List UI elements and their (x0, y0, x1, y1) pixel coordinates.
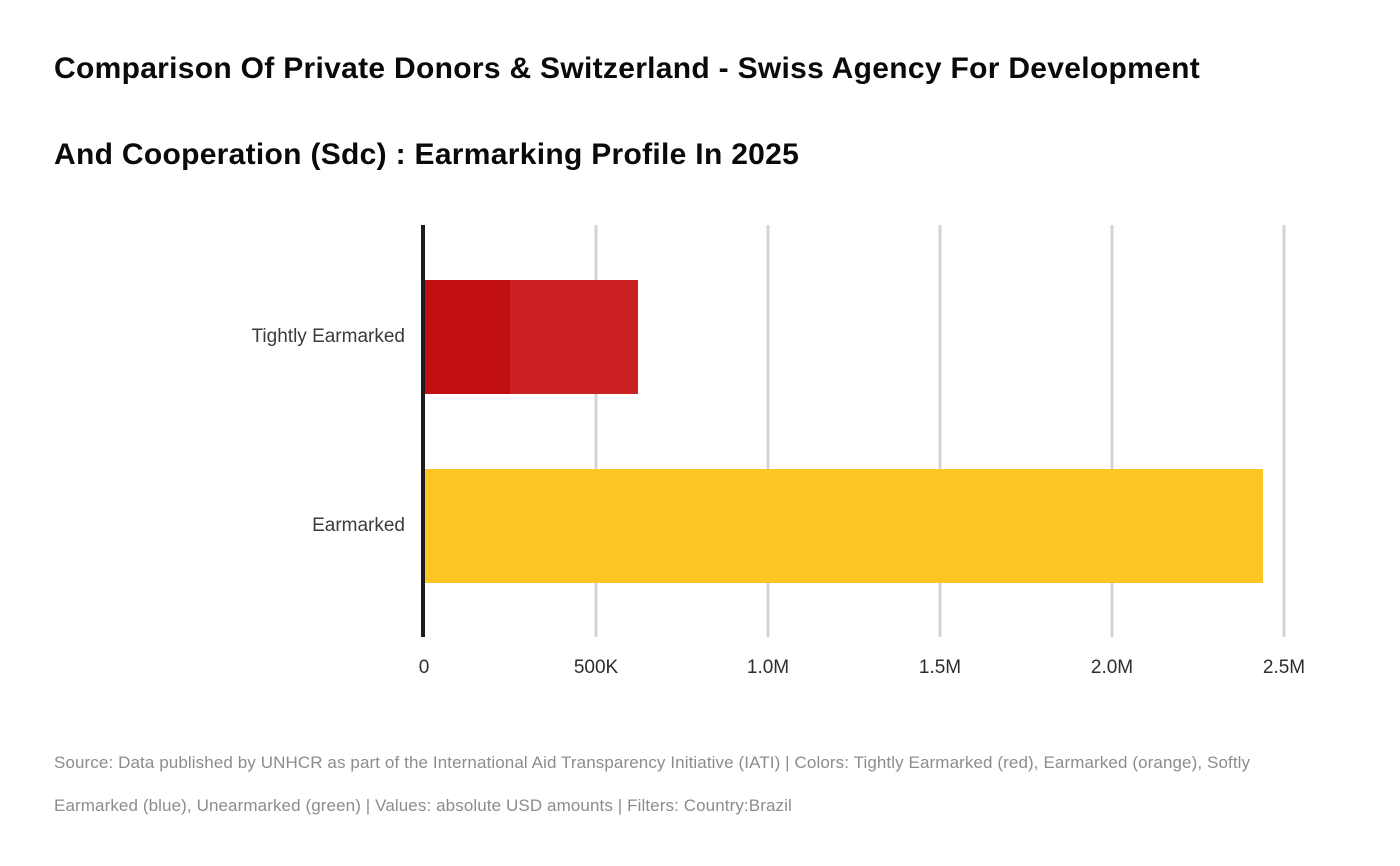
bar-segment-tightly-earmarked[interactable] (510, 280, 639, 394)
x-gridline-1-0m (766, 225, 770, 637)
chart-title-line-1: Comparison Of Private Donors & Switzerla… (54, 52, 1201, 85)
chart-footnote: Source: Data published by UNHCR as part … (54, 741, 1354, 827)
category-label-earmarked: Earmarked (312, 515, 405, 536)
bar-segment-tightly-earmarked-overlap[interactable] (424, 280, 510, 394)
bar-segment-earmarked[interactable] (424, 469, 1264, 583)
category-label-tightly-earmarked: Tightly Earmarked (251, 326, 405, 347)
chart-title-line-2: And Cooperation (Sdc) : Earmarking Profi… (54, 138, 800, 171)
x-gridline-500k (594, 225, 598, 637)
x-gridline-1-5m (938, 225, 942, 637)
y-axis-line (421, 225, 425, 637)
bar-chart-plot: 0 500K 1.0M 1.5M 2.0M 2.5M Tightly Earmarked Ea… (252, 225, 1363, 678)
x-gridline-2-0m (1110, 225, 1114, 637)
x-tick-label-2-5m: 2.5M (1262, 657, 1306, 678)
x-tick-label-2-0m: 2.0M (1090, 657, 1134, 678)
x-tick-label-1-5m: 1.5M (918, 657, 962, 678)
chart-title: Comparison Of Private Donors & Switzerla… (54, 26, 1364, 198)
chart-footnote-line-1: Source: Data published by UNHCR as part … (54, 753, 1251, 772)
x-tick-label-1-0m: 1.0M (746, 657, 790, 678)
x-gridline-2-5m (1282, 225, 1286, 637)
x-tick-label-0: 0 (418, 657, 430, 678)
x-tick-label-500k: 500K (573, 657, 619, 678)
chart-footnote-line-2: Earmarked (blue), Unearmarked (green) | … (54, 796, 792, 815)
